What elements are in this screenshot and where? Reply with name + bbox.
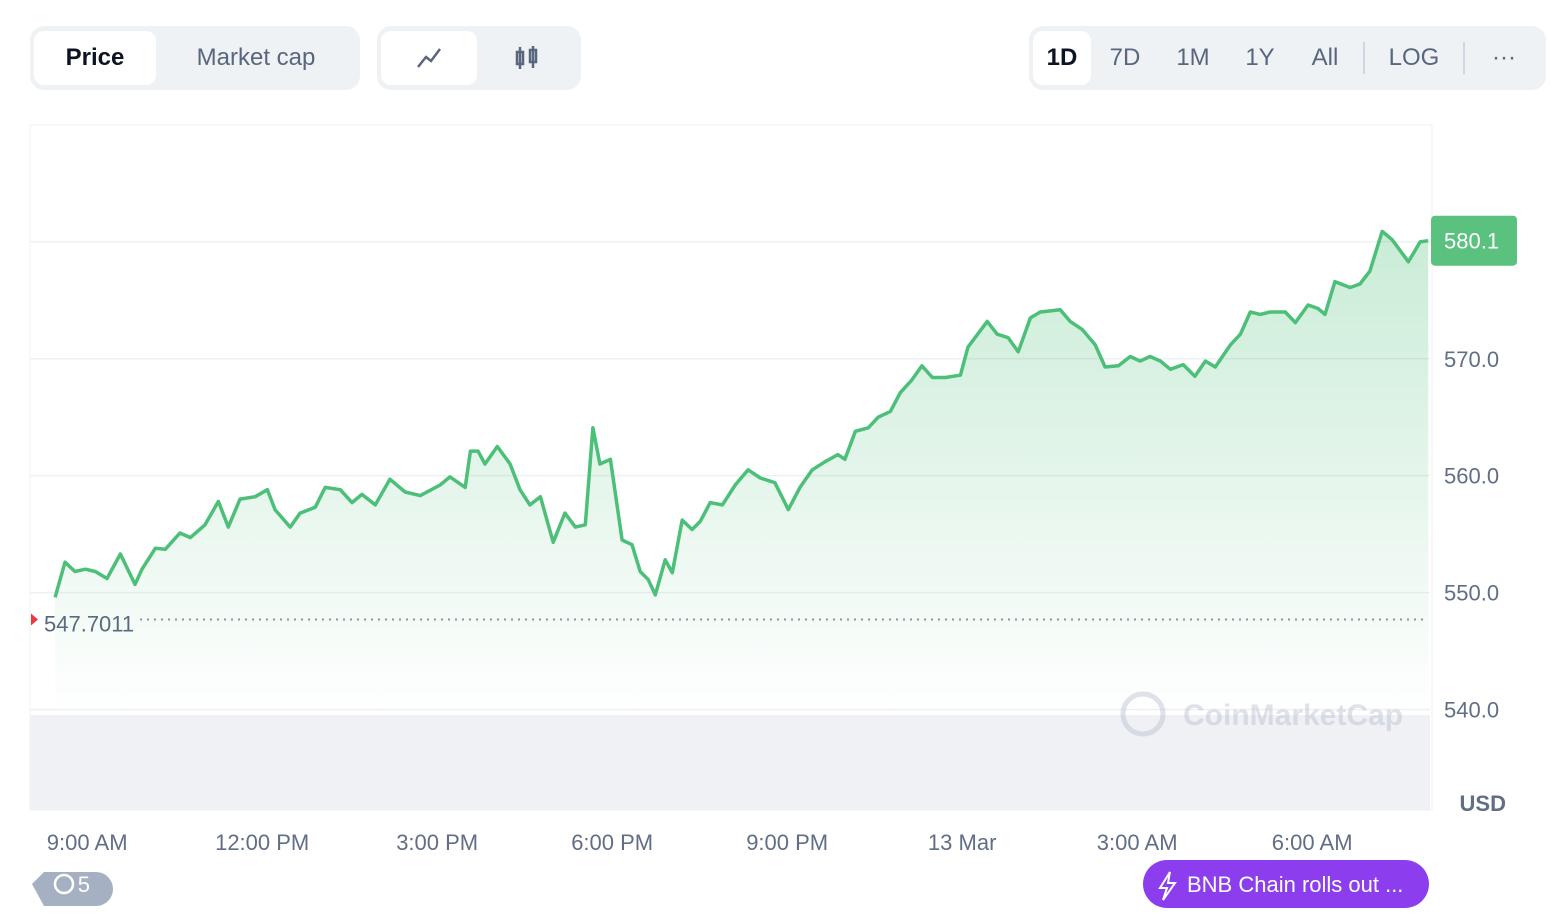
y-unit-label: USD: [1460, 791, 1506, 816]
x-tick-label: 6:00 AM: [1272, 830, 1353, 855]
log-button[interactable]: LOG: [1388, 44, 1440, 71]
line-button[interactable]: [381, 31, 477, 85]
y-tick-label: 550.0: [1444, 581, 1499, 606]
range-button[interactable]: 7D: [1109, 44, 1141, 71]
history-count: 5: [78, 872, 90, 897]
x-tick-label: 13 Mar: [928, 830, 996, 855]
reference-label: 547.7011: [44, 611, 134, 636]
range-group: 1D 7D 1M 1Y All LOG ···: [1029, 26, 1546, 90]
price-area: [55, 231, 1429, 715]
chart-type-group: [377, 26, 581, 90]
reference-marker: [31, 613, 38, 626]
x-tick-label: 6:00 PM: [571, 830, 653, 855]
tab[interactable]: Price: [34, 31, 156, 85]
y-tick-label: 560.0: [1444, 464, 1499, 489]
x-tick-label: 12:00 PM: [215, 830, 309, 855]
x-tick-label: 3:00 PM: [396, 830, 478, 855]
y-tick-label: 540.0: [1444, 697, 1499, 722]
separator: [1463, 42, 1465, 74]
current-price-label: 580.1: [1444, 229, 1499, 254]
tab[interactable]: Market cap: [196, 44, 316, 71]
tab-group: Price Market cap: [30, 26, 360, 90]
range-button[interactable]: 1M: [1176, 44, 1210, 71]
news-text: BNB Chain rolls out ...: [1187, 872, 1403, 897]
x-tick-label: 3:00 AM: [1097, 830, 1178, 855]
history-icon: [53, 873, 75, 895]
range-button[interactable]: 1Y: [1245, 44, 1275, 71]
range-button[interactable]: All: [1311, 44, 1339, 71]
watermark-text: CoinMarketCap: [1183, 699, 1403, 732]
range-button[interactable]: 1D: [1033, 31, 1091, 85]
price-line: [53, 229, 1429, 598]
y-tick-label: 570.0: [1444, 347, 1499, 372]
news-pill[interactable]: [1143, 860, 1429, 908]
x-tick-label: 9:00 PM: [746, 830, 828, 855]
news-icon: [1158, 871, 1177, 901]
more-button[interactable]: ···: [1492, 44, 1516, 71]
current-price-badge: [1431, 215, 1517, 266]
volume-band: [30, 715, 1430, 810]
watermark: CoinMarketCap: [1120, 691, 1403, 737]
separator: [1363, 42, 1365, 74]
plot-frame: [29, 124, 1433, 811]
x-tick-label: 9:00 AM: [47, 830, 128, 855]
candle-button[interactable]: [477, 31, 577, 85]
y-tick-label: 580: [1444, 230, 1481, 255]
